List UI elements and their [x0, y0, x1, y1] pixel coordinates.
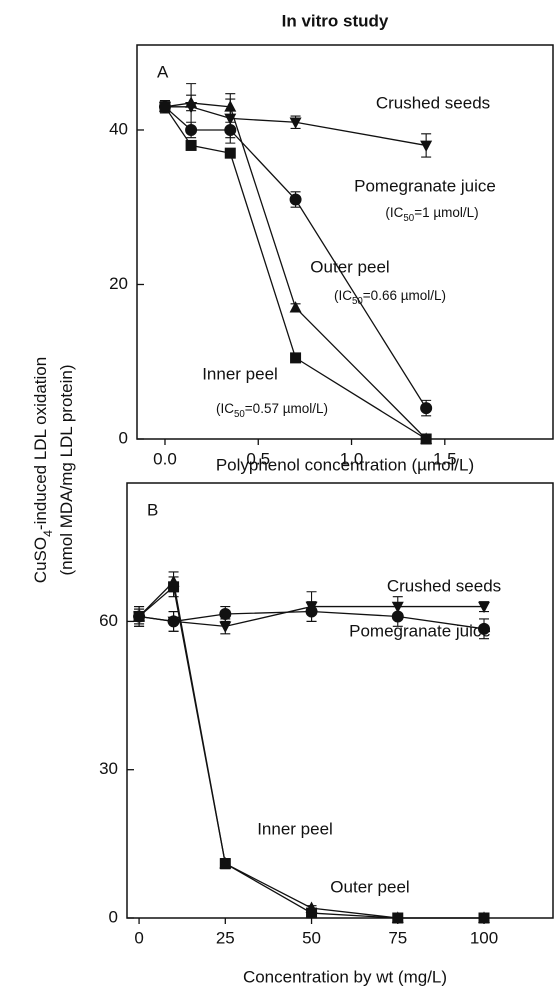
- text-part: (IC: [385, 205, 403, 220]
- marker: [224, 123, 237, 136]
- marker: [420, 433, 432, 445]
- x-tick-label: 75: [388, 928, 407, 947]
- panel-label: A: [157, 62, 169, 81]
- y-axis-label: CuSO4-induced LDL oxidation: [31, 357, 55, 583]
- marker: [185, 123, 198, 136]
- x-tick-label: 0.5: [246, 449, 270, 468]
- marker: [224, 147, 236, 159]
- marker: [167, 575, 180, 587]
- y-axis-label: (nmol MDA/mg LDL protein): [57, 365, 76, 576]
- y-tick-label: 0: [109, 907, 118, 926]
- series-label: Outer peel: [330, 877, 409, 896]
- marker: [290, 352, 302, 364]
- series-label: Pomegranate juice: [354, 176, 496, 195]
- y-tick-label: 0: [119, 428, 128, 447]
- marker: [420, 402, 433, 415]
- series-label: Inner peel: [257, 819, 333, 838]
- panel-label: B: [147, 500, 158, 519]
- x-axis-label: Polyphenol concentration (µmol/L): [216, 455, 474, 474]
- x-tick-label: 25: [216, 928, 235, 947]
- annotation: (IC50=1 µmol/L): [385, 205, 478, 225]
- chart-title: In vitro study: [282, 11, 389, 30]
- series-label: Inner peel: [202, 364, 278, 383]
- y-tick-label: 30: [99, 759, 118, 778]
- text-part: =0.66 µmol/L): [363, 288, 446, 303]
- marker: [224, 100, 237, 112]
- x-tick-label: 0.0: [153, 449, 177, 468]
- text-part: (IC: [334, 288, 352, 303]
- y-tick-label: 40: [109, 119, 128, 138]
- series-label: Crushed seeds: [376, 93, 490, 112]
- marker: [289, 193, 302, 206]
- x-tick-label: 1.0: [340, 449, 364, 468]
- x-axis-label: Concentration by wt (mg/L): [243, 967, 447, 986]
- series-label: Crushed seeds: [387, 576, 501, 595]
- series-label: Pomegranate juice: [349, 621, 491, 640]
- marker: [219, 621, 232, 633]
- marker: [185, 139, 197, 151]
- subscript: 50: [234, 409, 245, 420]
- text-part: (IC: [216, 401, 234, 416]
- text-part: (nmol MDA/mg LDL protein): [57, 365, 76, 576]
- series-line: [138, 580, 485, 919]
- subscript: 4: [41, 530, 55, 537]
- marker: [391, 911, 404, 923]
- subscript: 50: [352, 296, 363, 307]
- text-part: -induced LDL oxidation: [31, 357, 50, 530]
- marker: [305, 605, 318, 618]
- x-tick-label: 1.5: [433, 449, 457, 468]
- plot-frame: [136, 44, 554, 440]
- marker: [478, 601, 491, 614]
- marker: [133, 609, 146, 622]
- marker: [219, 607, 232, 620]
- annotation: (IC50=0.57 µmol/L): [216, 401, 328, 421]
- series-label: Outer peel: [310, 257, 389, 276]
- marker: [305, 901, 318, 913]
- marker: [159, 101, 171, 113]
- y-tick-label: 60: [99, 611, 118, 630]
- marker: [478, 911, 491, 923]
- marker: [420, 140, 433, 153]
- x-tick-label: 100: [470, 928, 498, 947]
- marker: [219, 857, 232, 869]
- text-part: CuSO: [31, 537, 50, 583]
- marker: [391, 610, 404, 623]
- marker: [289, 117, 302, 129]
- text-part: =1 µmol/L): [414, 205, 478, 220]
- text-part: =0.57 µmol/L): [245, 401, 328, 416]
- y-tick-label: 20: [109, 274, 128, 293]
- marker: [185, 96, 198, 108]
- plot-frame: [126, 482, 554, 919]
- marker: [289, 301, 302, 313]
- marker: [306, 907, 318, 919]
- subscript: 50: [403, 213, 414, 224]
- marker: [478, 622, 491, 635]
- marker: [167, 615, 180, 628]
- annotation: (IC50=0.66 µmol/L): [334, 288, 446, 308]
- x-tick-label: 0: [134, 928, 143, 947]
- x-tick-label: 50: [302, 928, 321, 947]
